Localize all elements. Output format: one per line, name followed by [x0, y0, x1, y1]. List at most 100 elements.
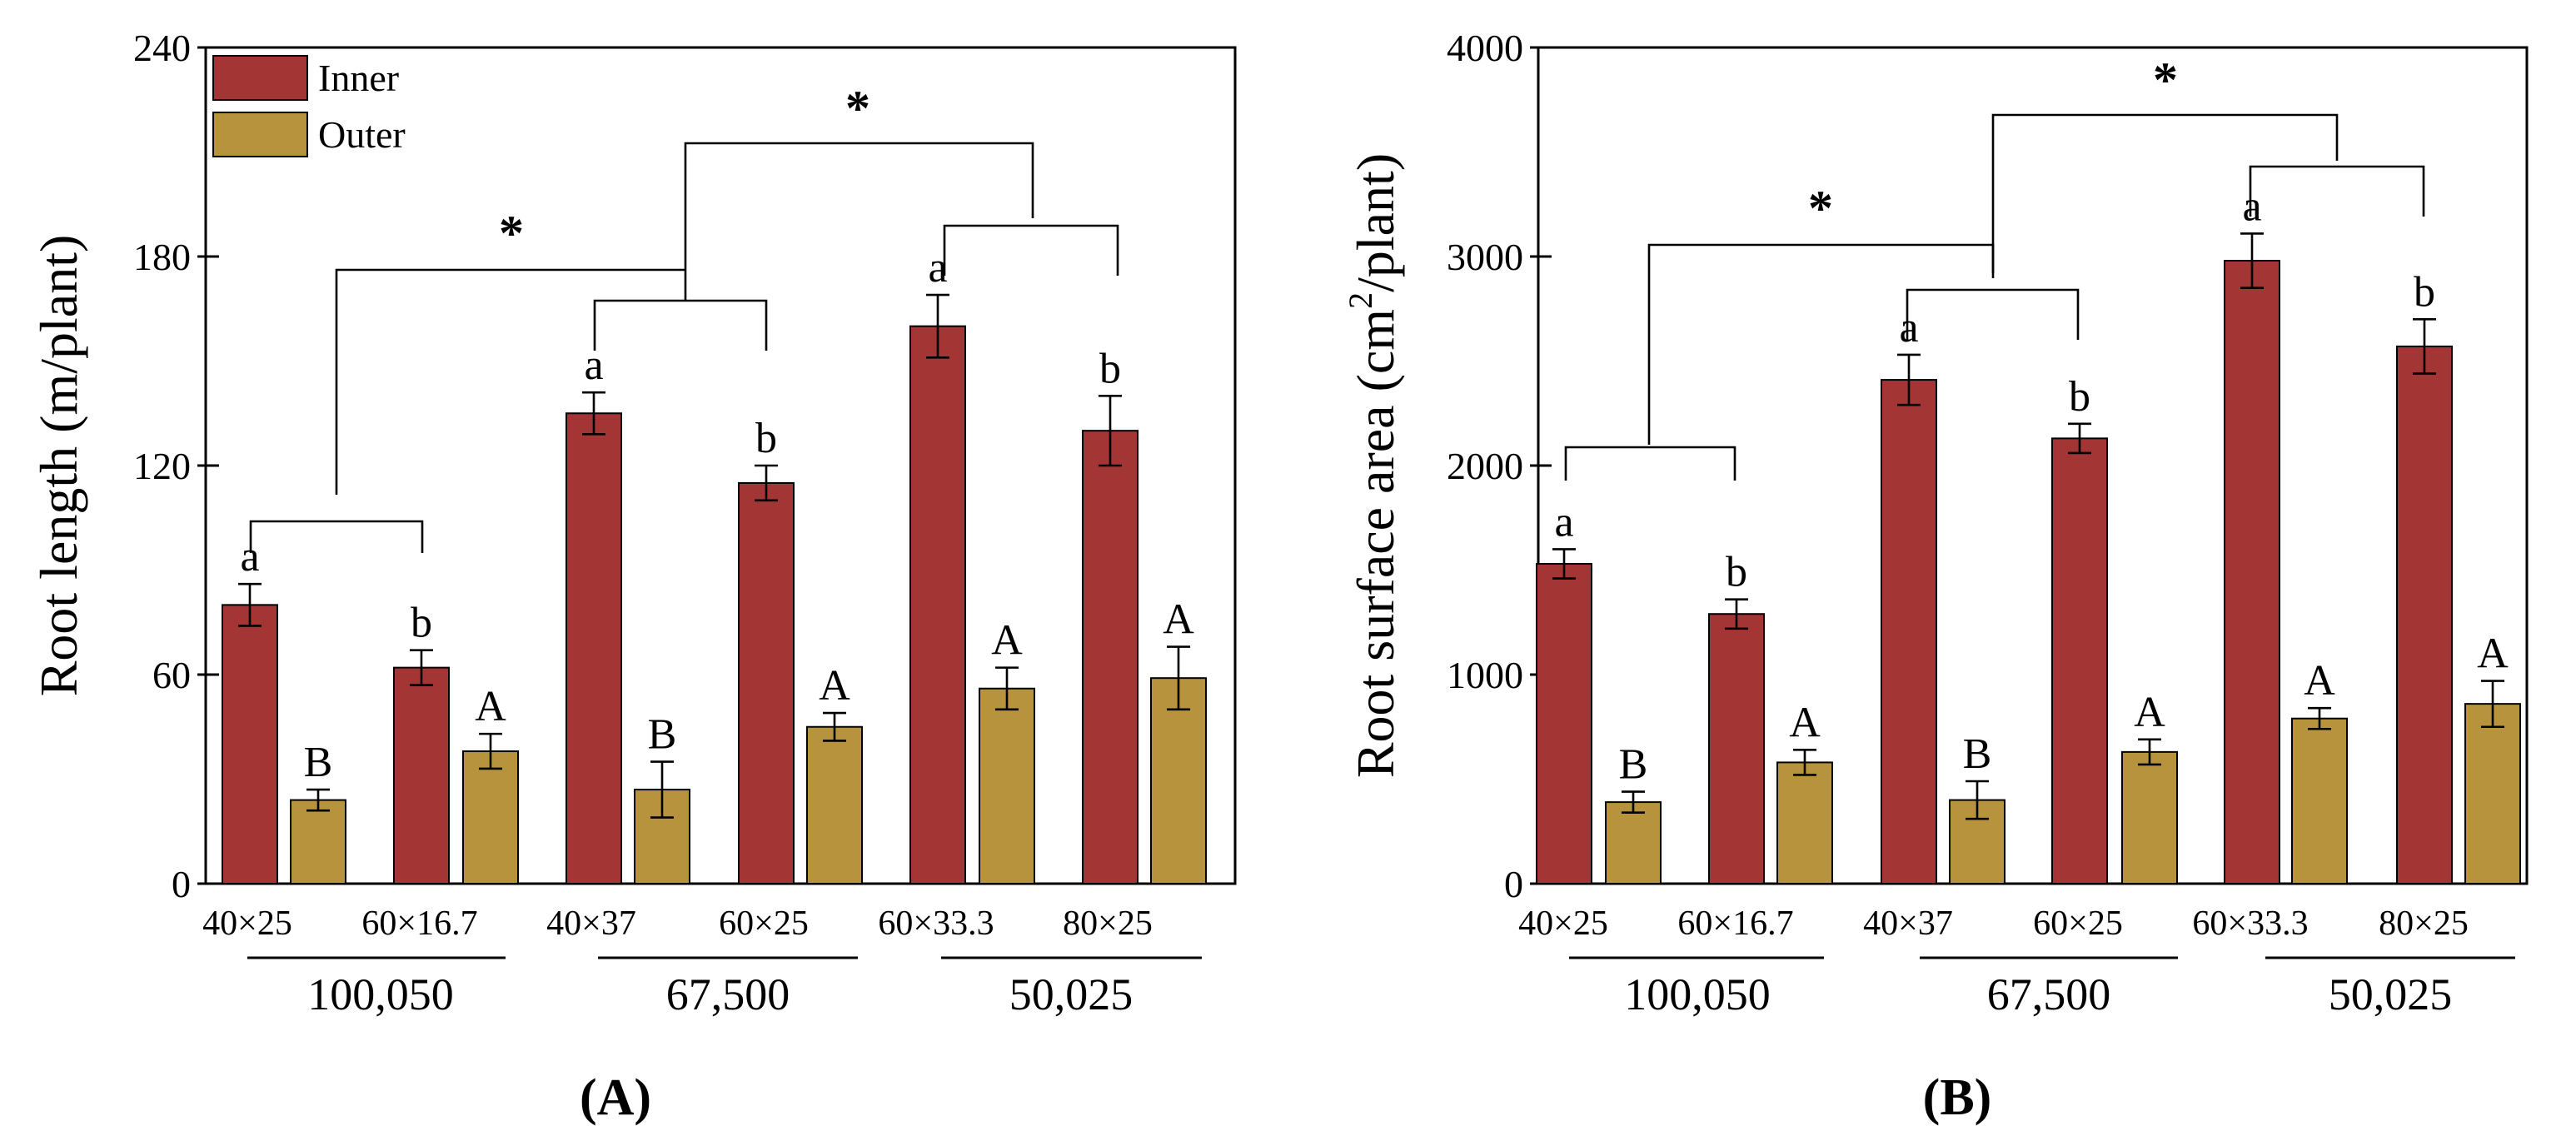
panel-a-significance-letter: B: [304, 739, 333, 786]
panel-a-bar-outer: [806, 725, 863, 884]
panel-a-asterisk: *: [845, 81, 870, 136]
panel-b-ylabel: Root surface area (cm2/plant): [1342, 153, 1405, 778]
panel-b-letter: B: [1940, 1069, 1974, 1126]
panel-b-xtick-label: 60×33.3: [2192, 904, 2308, 943]
panel-b-ylabel-main: Root surface area (cm: [1346, 309, 1405, 778]
legend-label-outer: Outer: [318, 113, 406, 156]
panel-b-ylabel-sup: 2: [1342, 292, 1379, 309]
panel-b-significance-letter: B: [1619, 741, 1648, 789]
panel-b-ytick-label: 3000: [1447, 236, 1523, 278]
panel-b-pair-bracket: [1906, 288, 2080, 340]
panel-b-group-label: 100,050: [1624, 969, 1771, 1019]
panel-a-group-label: 67,500: [666, 969, 790, 1019]
panel-a-bar-outer: [979, 687, 1035, 884]
legend: Inner Outer: [212, 55, 406, 157]
legend-swatch-inner: [212, 55, 308, 101]
panel-a-bar-inner: [393, 666, 450, 885]
panel-a-ytick-label: 0: [172, 863, 191, 905]
panel-b-significance-letter: A: [2134, 689, 2165, 736]
panel-a-significance-letter: b: [1099, 345, 1121, 392]
panel-b-bar-outer: [1776, 761, 1833, 884]
panel-a-group-label: 50,025: [1009, 969, 1134, 1019]
panel-a-ytick-label: 180: [133, 236, 191, 278]
panel-a-xtick-label: 40×37: [546, 904, 636, 943]
panel-b-asterisk: *: [2153, 52, 2178, 107]
panel-b-ytick-label: 1000: [1447, 654, 1523, 696]
panel-a-pair-bracket: [593, 299, 768, 351]
panel-a-significance-letter: A: [1163, 596, 1194, 644]
panel-b-asterisk: *: [1808, 181, 1833, 236]
panel-a-bar-inner: [738, 481, 795, 885]
panel-a-significance-letter: A: [475, 683, 506, 730]
panel-b-xtick-label: 60×25: [2033, 904, 2123, 943]
panel-a-xtick-label: 60×16.7: [361, 904, 477, 943]
panel-a-xtick-label: 80×25: [1063, 904, 1153, 943]
panel-b-xtick-label: 40×37: [1863, 904, 1953, 943]
panel-b-significance-letter: B: [1963, 730, 1992, 778]
panel-a-significance-letter: A: [819, 662, 850, 710]
panel-a-significance-letter: A: [991, 617, 1023, 665]
panel-b-ytick-label: 2000: [1447, 445, 1523, 487]
panel-b-ylabel-end: /plant): [1346, 153, 1405, 292]
panel-b-bar-outer: [2121, 750, 2178, 884]
panel-b-bar-outer: [2464, 703, 2521, 885]
panel-a-ytick-label: 240: [133, 27, 191, 69]
panel-a-significance-letter: B: [648, 711, 677, 759]
panel-b-bar-outer: [1605, 801, 1662, 884]
panel-a-bar-outer: [462, 750, 519, 884]
panel-b-xtick-label: 60×16.7: [1677, 904, 1793, 943]
panel-b-xtick-label: 40×25: [1518, 904, 1608, 943]
panel-b-xtick-label: 80×25: [2379, 904, 2469, 943]
panel-b-significance-letter: b: [2069, 373, 2090, 421]
panel-a-xtick-label: 60×25: [719, 904, 809, 943]
panel-b-group-bracket: [1647, 243, 1995, 445]
panel-a-bar-inner: [222, 604, 278, 884]
panel-a-letter: A: [597, 1069, 635, 1126]
panel-a-group-bracket: [684, 142, 1034, 301]
panel-a-asterisk: *: [499, 206, 524, 261]
panel-b-bar-outer: [2291, 717, 2348, 885]
panel-b-significance-letter: A: [2304, 657, 2335, 705]
panel-b-significance-letter: a: [1899, 304, 1918, 351]
panel-a-bar-inner: [566, 412, 622, 884]
panel-b-significance-letter: A: [2477, 630, 2509, 678]
panel-a-significance-letter: a: [240, 533, 259, 580]
panel-b-significance-letter: a: [1554, 498, 1573, 546]
panel-b-significance-letter: b: [1726, 549, 1747, 596]
panel-a-ytick-label: 60: [152, 654, 191, 696]
panel-b: 0 1000 2000 3000 4000 a b a b a b B A B A A A 40×25 60×16.…: [1342, 27, 2529, 1126]
panel-a-xtick-label: 40×25: [202, 904, 292, 943]
panel-a-significance-letter: a: [928, 244, 947, 291]
panel-a-pair-bracket: [943, 224, 1119, 276]
panel-b-label: (B): [1923, 1069, 1992, 1126]
panel-b-bar-inner: [2396, 345, 2453, 884]
panel-a-significance-letter: a: [584, 341, 603, 389]
panel-a-bar-outer: [290, 799, 346, 884]
panel-a-significance-letter: b: [755, 415, 777, 462]
panel-a: 0 60 120 180 240 a b a b a b B A B A A A 40×25 60×16.7 40×3…: [29, 27, 1237, 1126]
panel-b-content: 0 1000 2000 3000 4000 a b a b a b B A B A A A 40×25 60×16.…: [1447, 27, 2521, 1019]
panel-a-content: 0 60 120 180 240 a b a b a b B A B A A A 40×25 60×16.7 40×3…: [133, 27, 1207, 1019]
panel-a-label: (A): [580, 1069, 651, 1126]
panel-b-significance-letter: b: [2414, 268, 2435, 316]
panel-b-bar-inner: [1708, 613, 1765, 885]
panel-b-bar-inner: [1881, 379, 1937, 884]
panel-b-group-bracket: [1991, 113, 2339, 273]
panel-a-significance-letter: b: [411, 600, 432, 647]
panel-a-ytick-label: 120: [133, 445, 191, 487]
panel-a-ylabel: Root length (m/plant): [29, 235, 88, 697]
panel-b-bar-inner: [1536, 562, 1592, 884]
panel-b-ytick-label: 0: [1504, 863, 1523, 905]
panel-b-significance-letter: A: [1789, 699, 1821, 746]
panel-b-pair-bracket: [2249, 165, 2425, 217]
panel-a-xtick-label: 60×33.3: [878, 904, 994, 943]
legend-swatch-outer: [212, 112, 308, 157]
panel-a-frame: [204, 46, 1237, 885]
legend-label-inner: Inner: [318, 57, 399, 99]
panel-b-group-label: 50,025: [2329, 969, 2453, 1019]
panel-a-bar-inner: [909, 325, 966, 884]
panel-a-group-bracket: [335, 268, 685, 495]
panel-b-bar-inner: [2224, 260, 2280, 884]
panel-b-bar-inner: [2051, 437, 2108, 884]
